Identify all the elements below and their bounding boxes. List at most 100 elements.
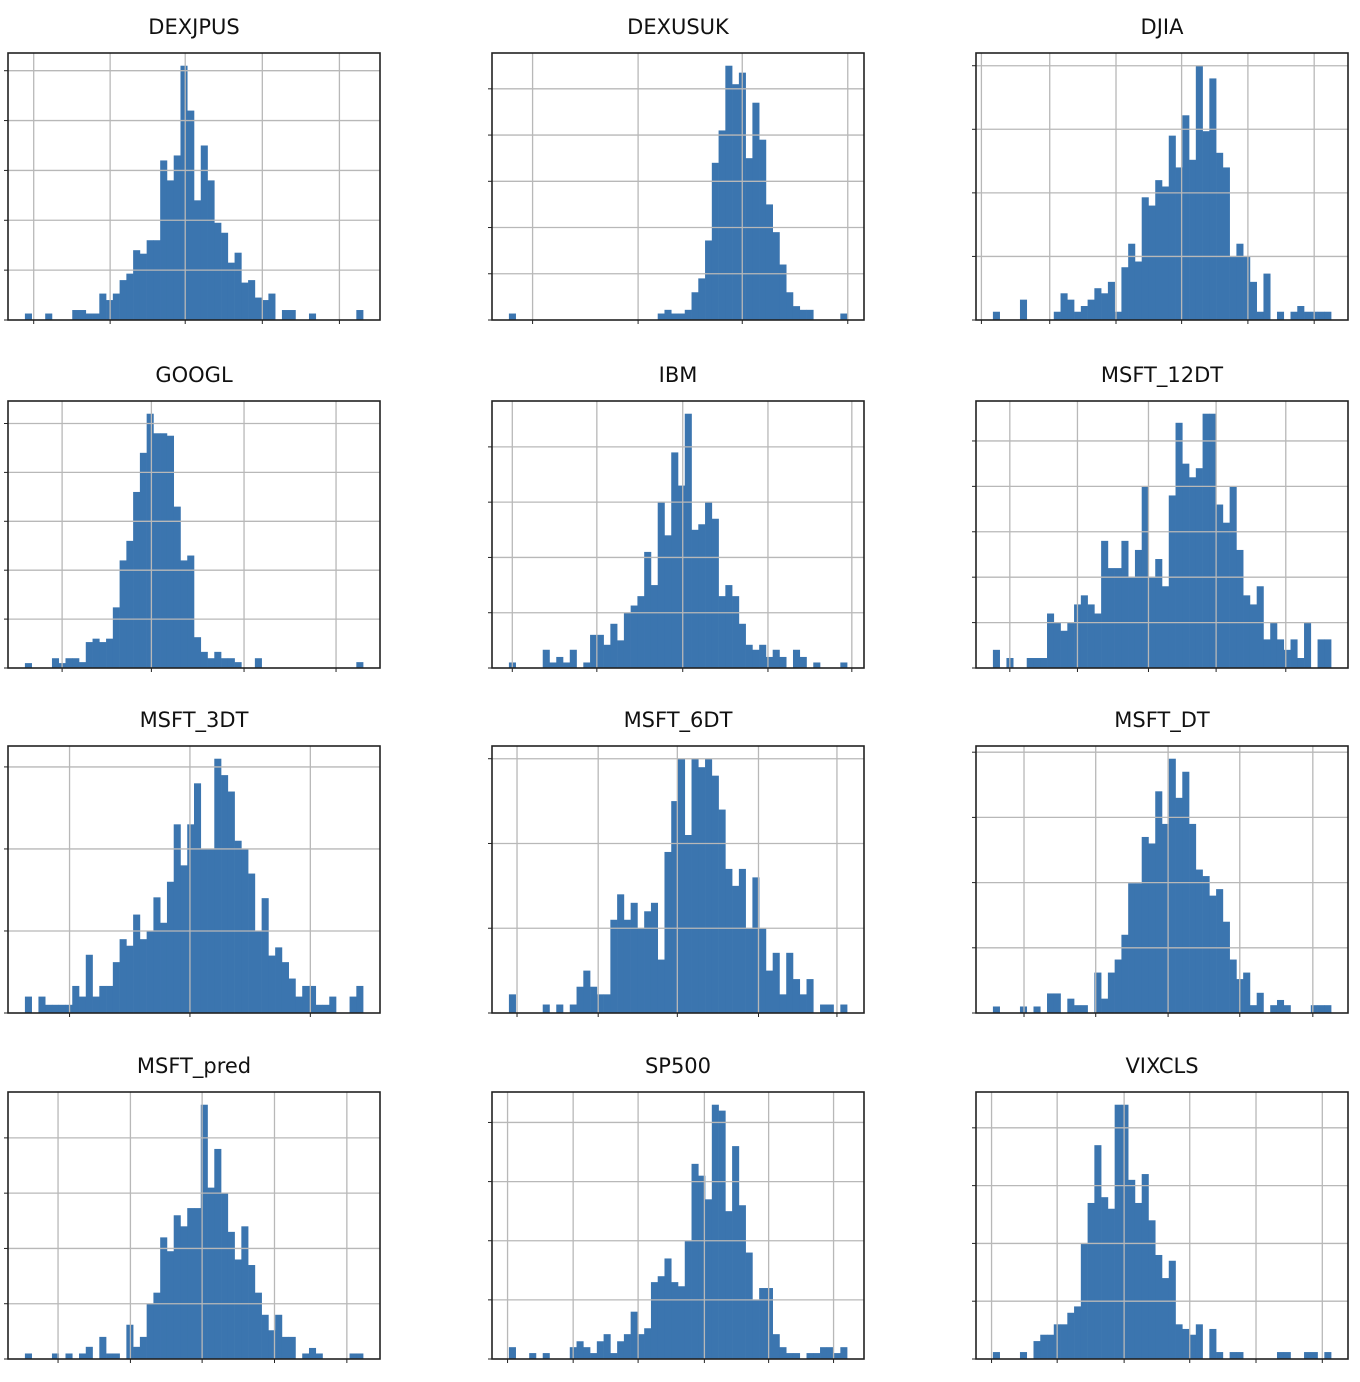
histogram-bar bbox=[248, 873, 256, 1013]
histogram-bar bbox=[106, 985, 114, 1013]
histogram-bar bbox=[1040, 658, 1048, 668]
histogram-plot bbox=[972, 745, 1349, 1017]
histogram-plot bbox=[972, 1091, 1349, 1363]
histogram-bar bbox=[302, 1353, 310, 1359]
histogram-bar bbox=[1019, 299, 1028, 320]
histogram-bar bbox=[657, 1276, 665, 1359]
histogram-bar bbox=[590, 1353, 598, 1359]
histogram-bar bbox=[529, 1353, 537, 1359]
histogram-bar bbox=[1107, 568, 1115, 668]
histogram-bar bbox=[1134, 549, 1143, 668]
histogram-bar bbox=[718, 130, 726, 320]
histogram-bar bbox=[596, 634, 604, 668]
histogram-bar bbox=[356, 985, 364, 1013]
histogram-bar bbox=[1026, 658, 1034, 668]
histogram-bar bbox=[1074, 311, 1082, 320]
histogram-panel-vixcls: VIXCLS bbox=[972, 1054, 1349, 1363]
histogram-bar bbox=[1236, 549, 1244, 668]
histogram-bar bbox=[288, 978, 296, 1013]
histogram-bar bbox=[542, 1353, 550, 1359]
histogram-bar bbox=[1243, 595, 1251, 668]
histogram-bar bbox=[691, 1163, 699, 1359]
histogram-bar bbox=[1216, 889, 1224, 1013]
histogram-bar bbox=[1094, 613, 1102, 668]
histogram-panel-sp500: SP500 bbox=[488, 1054, 865, 1363]
histogram-bar bbox=[112, 962, 120, 1013]
histogram-bar bbox=[765, 204, 773, 320]
histogram-bar bbox=[99, 985, 107, 1013]
histogram-bar bbox=[72, 985, 80, 1013]
histogram-bar bbox=[275, 947, 283, 1013]
histogram-bar bbox=[92, 996, 100, 1013]
histogram-bar bbox=[644, 551, 652, 668]
histogram-bar bbox=[51, 1004, 60, 1013]
histogram-bar bbox=[1087, 604, 1095, 668]
histogram-bar bbox=[1249, 1005, 1257, 1013]
histogram-bar bbox=[738, 1205, 746, 1359]
histogram-bar bbox=[38, 996, 46, 1013]
histogram-bar bbox=[799, 656, 807, 668]
histogram-bar bbox=[1148, 843, 1156, 1013]
histogram-bar bbox=[833, 1353, 841, 1359]
histogram-bar bbox=[1216, 152, 1224, 320]
histogram-bar bbox=[268, 1330, 276, 1359]
histogram-bar bbox=[1040, 1334, 1048, 1359]
histogram-bar bbox=[678, 758, 686, 1013]
histogram-bar bbox=[752, 649, 760, 668]
histogram-bar bbox=[691, 292, 699, 320]
histogram-bar bbox=[992, 311, 1000, 320]
histogram-bar bbox=[1060, 293, 1068, 320]
histogram-bar bbox=[1202, 131, 1210, 320]
histogram-bar bbox=[173, 506, 181, 668]
histogram-bar bbox=[1209, 78, 1217, 320]
histogram-bar bbox=[1134, 1202, 1143, 1359]
histogram-bar bbox=[671, 801, 679, 1013]
histogram-bar bbox=[160, 433, 168, 668]
histogram-bar bbox=[1047, 613, 1055, 668]
histogram-bar bbox=[576, 1341, 584, 1359]
histogram-bar bbox=[732, 84, 740, 320]
histogram-bar bbox=[583, 970, 591, 1013]
histogram-bar bbox=[268, 955, 276, 1013]
histogram-bar bbox=[254, 297, 262, 320]
axes-frame bbox=[491, 1091, 865, 1360]
histogram-bar bbox=[133, 1346, 141, 1359]
histogram-bar bbox=[1107, 281, 1115, 320]
histogram-bar bbox=[603, 994, 611, 1013]
histogram-bar bbox=[992, 1006, 1000, 1013]
histogram-bar bbox=[705, 1199, 713, 1359]
histogram-bar bbox=[705, 240, 713, 320]
histogram-bar bbox=[254, 1292, 262, 1359]
histogram-bar bbox=[79, 1353, 87, 1359]
histogram-bar bbox=[1094, 1145, 1102, 1359]
histogram-bar bbox=[194, 200, 202, 320]
histogram-bar bbox=[1128, 1179, 1136, 1359]
histogram-bar bbox=[752, 1299, 760, 1359]
histogram-bar bbox=[765, 970, 773, 1013]
histogram-bar bbox=[1229, 256, 1237, 320]
histogram-bar bbox=[738, 623, 746, 668]
histogram-bar bbox=[234, 1259, 242, 1359]
histogram-bar bbox=[194, 637, 202, 668]
histogram-bar bbox=[1249, 281, 1257, 320]
histogram-bar bbox=[1101, 998, 1109, 1013]
histogram-bar bbox=[214, 758, 222, 1013]
histogram-bar bbox=[1283, 1352, 1291, 1359]
histogram-bar bbox=[180, 1226, 188, 1359]
histogram-bar bbox=[1229, 1352, 1237, 1359]
histogram-bar bbox=[173, 155, 181, 320]
histogram-bar bbox=[207, 180, 215, 320]
histogram-bar bbox=[664, 309, 672, 320]
histogram-bar bbox=[187, 110, 195, 321]
histogram-bar bbox=[508, 994, 516, 1013]
histogram-bar bbox=[99, 293, 107, 320]
histogram-bar bbox=[1175, 1324, 1183, 1359]
histogram-bar bbox=[684, 309, 692, 320]
histogram-bar bbox=[200, 651, 208, 668]
histogram-bar bbox=[759, 644, 767, 668]
histogram-panel-msft-pred: MSFT_pred bbox=[4, 1054, 381, 1363]
histogram-bar bbox=[732, 885, 740, 1013]
histogram-bar bbox=[759, 1288, 767, 1359]
histogram-bar bbox=[786, 1353, 794, 1359]
histogram-bar bbox=[126, 540, 134, 668]
